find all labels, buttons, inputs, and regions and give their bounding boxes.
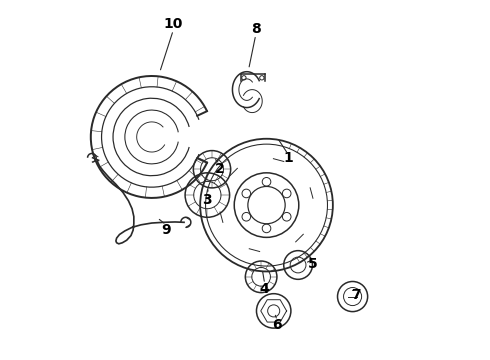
Text: 2: 2: [215, 162, 225, 176]
Text: 3: 3: [202, 193, 212, 207]
Text: 7: 7: [351, 288, 361, 302]
Text: 10: 10: [164, 17, 183, 31]
Text: 9: 9: [161, 223, 171, 237]
Text: 5: 5: [308, 257, 318, 271]
Text: 6: 6: [272, 318, 282, 332]
Text: 8: 8: [251, 22, 261, 36]
Text: 4: 4: [260, 282, 270, 296]
Text: 1: 1: [283, 152, 293, 166]
